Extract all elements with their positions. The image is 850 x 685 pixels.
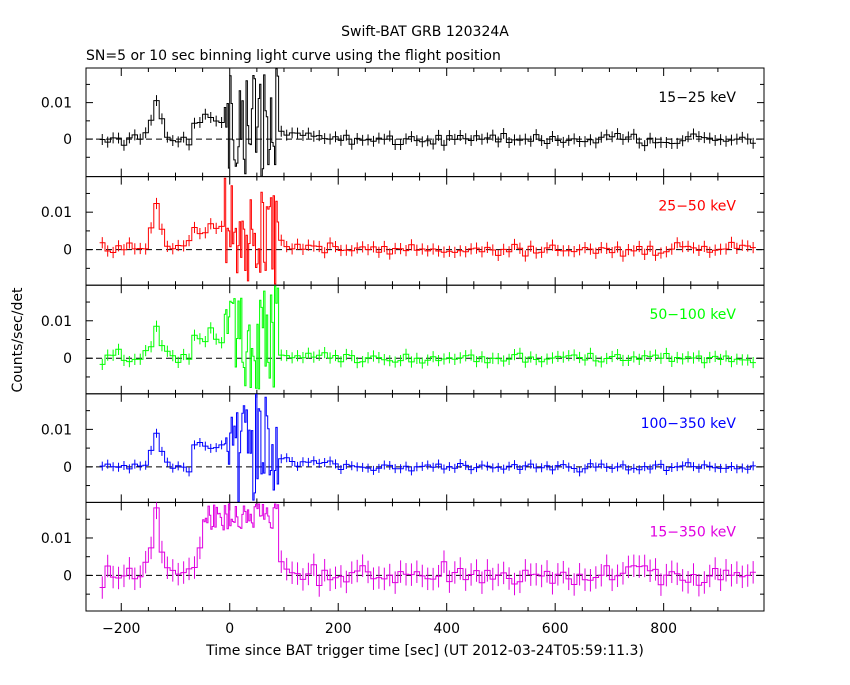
series-label: 15−25 keV xyxy=(658,90,736,106)
series-label: 50−100 keV xyxy=(649,307,736,323)
panel-5: 0 0.01 15−350 keV xyxy=(41,501,765,612)
series-label: 15−350 keV xyxy=(649,524,736,540)
y-tick-label: 0 xyxy=(63,351,72,367)
chart-subtitle: SN=5 or 10 sec binning light curve using… xyxy=(86,48,501,64)
y-tick-label: 0 xyxy=(63,243,72,259)
y-tick-label: 0 xyxy=(63,460,72,476)
series-line xyxy=(99,68,756,177)
panel-2: 0 0.01 25−50 keV xyxy=(41,176,765,286)
x-tick-label: 800 xyxy=(650,621,677,637)
y-tick-label: 0.01 xyxy=(41,422,72,438)
panel-1: 0 0.01 15−25 keV xyxy=(41,67,765,178)
series-data xyxy=(99,68,756,177)
y-tick-label: 0 xyxy=(63,132,72,148)
x-axis-label: Time since BAT trigger time [sec] (UT 20… xyxy=(205,643,644,659)
panel-frame xyxy=(85,284,765,395)
panel-3: 0 0.01 50−100 keV xyxy=(41,284,765,395)
panel-frame xyxy=(85,501,765,612)
x-tick-label: 0 xyxy=(225,621,234,637)
panel-frame xyxy=(85,393,765,503)
y-tick-label: 0.01 xyxy=(41,314,72,330)
series-data xyxy=(99,393,756,503)
x-tick-label: 400 xyxy=(433,621,460,637)
series-line xyxy=(99,177,756,285)
series-line xyxy=(99,503,756,588)
chart-title: Swift-BAT GRB 120324A xyxy=(341,24,509,40)
series-line xyxy=(99,393,756,503)
series-label: 100−350 keV xyxy=(641,416,737,432)
y-tick-label: 0.01 xyxy=(41,205,72,221)
series-line xyxy=(99,285,756,390)
series-label: 25−50 keV xyxy=(658,199,736,215)
y-axis-label: Counts/sec/det xyxy=(10,287,26,392)
x-tick-label: 600 xyxy=(542,621,569,637)
panel-frame xyxy=(85,67,765,178)
x-tick-label: −200 xyxy=(102,621,140,637)
y-tick-label: 0 xyxy=(63,568,72,584)
series-data xyxy=(99,285,756,390)
series-data xyxy=(99,502,756,599)
panel-frame xyxy=(85,176,765,286)
y-tick-label: 0.01 xyxy=(41,96,72,112)
y-tick-label: 0.01 xyxy=(41,531,72,547)
x-tick-label: 200 xyxy=(325,621,352,637)
panel-4: 0 0.01 100−350 keV xyxy=(41,393,765,503)
series-data xyxy=(99,177,756,285)
panels-group: 0 0.01 15−25 keV 0 0.01 25−50 keV 0 0.01 50−100 … xyxy=(41,67,765,637)
